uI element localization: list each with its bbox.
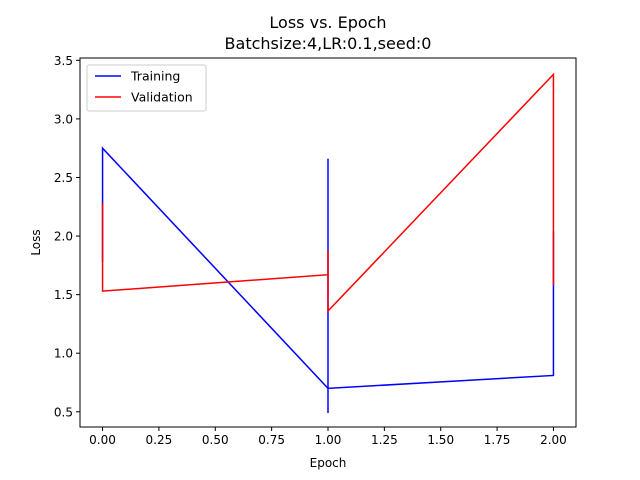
- legend-label-training: Training: [130, 69, 180, 84]
- x-tick-label: 1.75: [484, 433, 511, 447]
- y-tick-label: 1.0: [54, 347, 73, 361]
- legend: Training Validation: [86, 64, 207, 112]
- chart-title: Loss vs. Epoch: [269, 13, 386, 32]
- x-axis: 0.00 0.25 0.50 0.75 1.00 1.25 1.50 1.75 2.00: [89, 427, 567, 447]
- series-line-training: [101, 146, 555, 413]
- y-tick-label: 3.5: [54, 54, 73, 68]
- series-layer: [101, 72, 555, 413]
- y-tick-label: 2.5: [54, 171, 73, 185]
- y-axis-label: Loss: [29, 229, 43, 255]
- x-tick-label: 1.00: [315, 433, 342, 447]
- y-axis: 0.5 1.0 1.5 2.0 2.5 3.0 3.5: [54, 54, 80, 419]
- y-tick-label: 2.0: [54, 230, 73, 244]
- series-line-validation: [101, 72, 555, 313]
- x-axis-label: Epoch: [310, 456, 347, 470]
- x-tick-label: 1.50: [427, 433, 454, 447]
- legend-label-validation: Validation: [131, 90, 193, 105]
- x-tick-label: 0.50: [202, 433, 229, 447]
- x-tick-label: 0.75: [258, 433, 285, 447]
- x-tick-label: 0.25: [146, 433, 173, 447]
- y-tick-label: 1.5: [54, 288, 73, 302]
- x-tick-label: 0.00: [89, 433, 116, 447]
- x-tick-label: 1.25: [371, 433, 398, 447]
- y-tick-label: 3.0: [54, 112, 73, 126]
- y-tick-label: 0.5: [54, 405, 73, 419]
- x-tick-label: 2.00: [540, 433, 567, 447]
- chart-subtitle: Batchsize:4,LR:0.1,seed:0: [225, 34, 432, 53]
